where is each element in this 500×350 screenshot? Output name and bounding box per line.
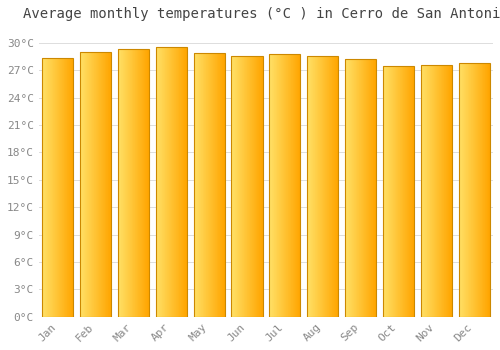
- Bar: [118, 49, 149, 317]
- Bar: [270, 54, 300, 317]
- Bar: [383, 65, 414, 317]
- Bar: [156, 47, 187, 317]
- Bar: [345, 59, 376, 317]
- Bar: [232, 56, 262, 317]
- Bar: [421, 65, 452, 317]
- Title: Average monthly temperatures (°C ) in Cerro de San Antonio: Average monthly temperatures (°C ) in Ce…: [23, 7, 500, 21]
- Bar: [194, 53, 224, 317]
- Bar: [458, 63, 490, 317]
- Bar: [42, 58, 74, 317]
- Bar: [307, 56, 338, 317]
- Bar: [80, 52, 111, 317]
